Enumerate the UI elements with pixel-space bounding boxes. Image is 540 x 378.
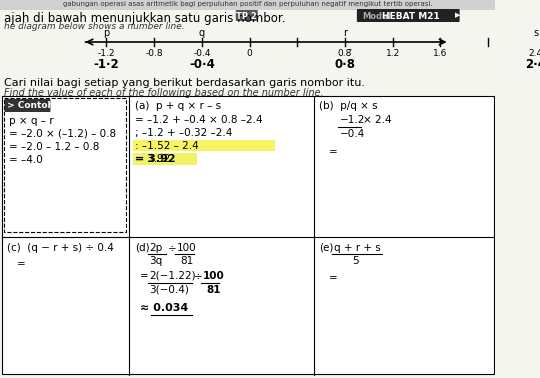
Text: 100: 100 bbox=[177, 243, 197, 253]
Text: = –2.0 – 1.2 – 0.8: = –2.0 – 1.2 – 0.8 bbox=[9, 142, 99, 152]
Bar bbox=[2, 96, 494, 374]
Text: 1.2: 1.2 bbox=[386, 49, 400, 58]
Text: r: r bbox=[343, 28, 347, 38]
Text: ajah di bawah menunjukkan satu garis nombor.: ajah di bawah menunjukkan satu garis nom… bbox=[4, 12, 285, 25]
Text: 1.6: 1.6 bbox=[433, 49, 448, 58]
Text: -0.4: -0.4 bbox=[193, 49, 211, 58]
Text: =: = bbox=[17, 259, 25, 269]
Text: ; –1.2 + –0.32 –2.4: ; –1.2 + –0.32 –2.4 bbox=[135, 128, 232, 138]
Text: = –2.0 × (–1.2) – 0.8: = –2.0 × (–1.2) – 0.8 bbox=[9, 129, 116, 139]
Text: −1.2: −1.2 bbox=[340, 115, 365, 125]
Text: p × q – r: p × q – r bbox=[9, 116, 54, 126]
Text: q + r + s: q + r + s bbox=[334, 243, 381, 253]
Text: 0.8̅: 0.8̅ bbox=[338, 49, 352, 58]
Text: 5: 5 bbox=[352, 256, 359, 266]
Text: (e): (e) bbox=[319, 243, 334, 253]
Text: 81: 81 bbox=[206, 285, 221, 295]
Bar bbox=[4, 98, 126, 232]
Text: ≈ 0.034: ≈ 0.034 bbox=[140, 303, 188, 313]
Text: =: = bbox=[140, 271, 152, 281]
Text: 3q: 3q bbox=[150, 256, 163, 266]
Text: > Contoh: > Contoh bbox=[8, 101, 55, 110]
FancyBboxPatch shape bbox=[4, 99, 50, 112]
Text: Modul: Modul bbox=[362, 12, 392, 21]
Text: = –1.2 + –0.4 × 0.8 –2.4: = –1.2 + –0.4 × 0.8 –2.4 bbox=[135, 115, 262, 125]
Text: -0.8: -0.8 bbox=[145, 49, 163, 58]
Bar bbox=[133, 140, 275, 151]
Text: 0·8: 0·8 bbox=[334, 58, 355, 71]
Text: =: = bbox=[328, 273, 337, 283]
Text: Find the value of each of the following based on the number line.: Find the value of each of the following … bbox=[4, 88, 323, 98]
Text: -1·2: -1·2 bbox=[93, 58, 119, 71]
Text: = 3.92: = 3.92 bbox=[135, 154, 176, 164]
Text: ÷: ÷ bbox=[168, 243, 177, 253]
Text: 2(−1.22): 2(−1.22) bbox=[150, 271, 196, 281]
Text: 100: 100 bbox=[202, 271, 225, 281]
Text: s: s bbox=[533, 28, 538, 38]
Bar bbox=[133, 153, 197, 165]
Text: TP 2: TP 2 bbox=[237, 12, 257, 21]
Text: -1.2: -1.2 bbox=[98, 49, 115, 58]
FancyBboxPatch shape bbox=[357, 9, 460, 22]
Text: (a)  p + q × r – s: (a) p + q × r – s bbox=[135, 101, 221, 111]
Text: Cari nilai bagi setiap yang berikut berdasarkan garis nombor itu.: Cari nilai bagi setiap yang berikut berd… bbox=[4, 78, 364, 88]
Text: × 2.4: × 2.4 bbox=[363, 115, 392, 125]
Text: 3(−0.4): 3(−0.4) bbox=[150, 285, 190, 295]
Bar bbox=[0, 0, 495, 10]
Text: 81: 81 bbox=[181, 256, 194, 266]
Text: (d): (d) bbox=[135, 243, 150, 253]
Text: (c)  (q − r + s) ÷ 0.4: (c) (q − r + s) ÷ 0.4 bbox=[8, 243, 114, 253]
FancyBboxPatch shape bbox=[236, 10, 258, 21]
Text: −0.4: −0.4 bbox=[340, 129, 365, 139]
Text: 2.4: 2.4 bbox=[529, 49, 540, 58]
Text: (b)  p/q × s: (b) p/q × s bbox=[319, 101, 378, 111]
Text: HEBAT M21: HEBAT M21 bbox=[382, 12, 440, 21]
Text: 0: 0 bbox=[247, 49, 252, 58]
Text: 2·4: 2·4 bbox=[525, 58, 540, 71]
Text: = –4.0: = –4.0 bbox=[9, 155, 43, 165]
Text: : –1.52 – 2.4: : –1.52 – 2.4 bbox=[135, 141, 199, 151]
Text: = 3.92: = 3.92 bbox=[135, 154, 170, 164]
Text: -0·4: -0·4 bbox=[189, 58, 215, 71]
Text: ÷: ÷ bbox=[193, 271, 202, 281]
Text: gabungan operasi asas aritmetik bagi perpuluhan positif dan perpuluhan negatif m: gabungan operasi asas aritmetik bagi per… bbox=[63, 1, 433, 7]
Text: q: q bbox=[199, 28, 205, 38]
Text: 2p: 2p bbox=[150, 243, 163, 253]
Text: he diagram below shows a number line.: he diagram below shows a number line. bbox=[4, 22, 184, 31]
Text: =: = bbox=[328, 147, 337, 157]
Text: ▶: ▶ bbox=[455, 12, 461, 18]
Text: p: p bbox=[103, 28, 110, 38]
